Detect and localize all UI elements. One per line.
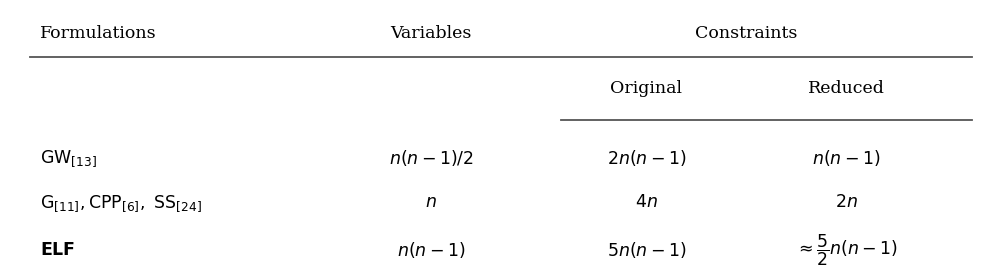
Text: $n(n-1)$: $n(n-1)$ [397, 240, 465, 260]
Text: Variables: Variables [390, 25, 472, 42]
Text: $5n(n-1)$: $5n(n-1)$ [606, 240, 686, 260]
Text: $2n$: $2n$ [836, 194, 858, 212]
Text: $n$: $n$ [425, 194, 437, 212]
Text: Constraints: Constraints [695, 25, 798, 42]
Text: Original: Original [610, 80, 682, 98]
Text: Reduced: Reduced [809, 80, 885, 98]
Text: $\mathrm{GW}_{[13]}$: $\mathrm{GW}_{[13]}$ [40, 148, 97, 168]
Text: $\mathrm{G}_{[11]},\mathrm{CPP}_{[6]},\ \mathrm{SS}_{[24]}$: $\mathrm{G}_{[11]},\mathrm{CPP}_{[6]},\ … [40, 193, 201, 213]
Text: $\mathbf{ELF}$: $\mathbf{ELF}$ [40, 242, 75, 259]
Text: $4n$: $4n$ [635, 194, 657, 212]
Text: $n(n-1)/2$: $n(n-1)/2$ [389, 148, 473, 168]
Text: Formulations: Formulations [40, 25, 156, 42]
Text: $\approx \dfrac{5}{2}n(n-1)$: $\approx \dfrac{5}{2}n(n-1)$ [796, 232, 898, 268]
Text: $2n(n-1)$: $2n(n-1)$ [606, 148, 686, 168]
Text: $n(n-1)$: $n(n-1)$ [813, 148, 881, 168]
